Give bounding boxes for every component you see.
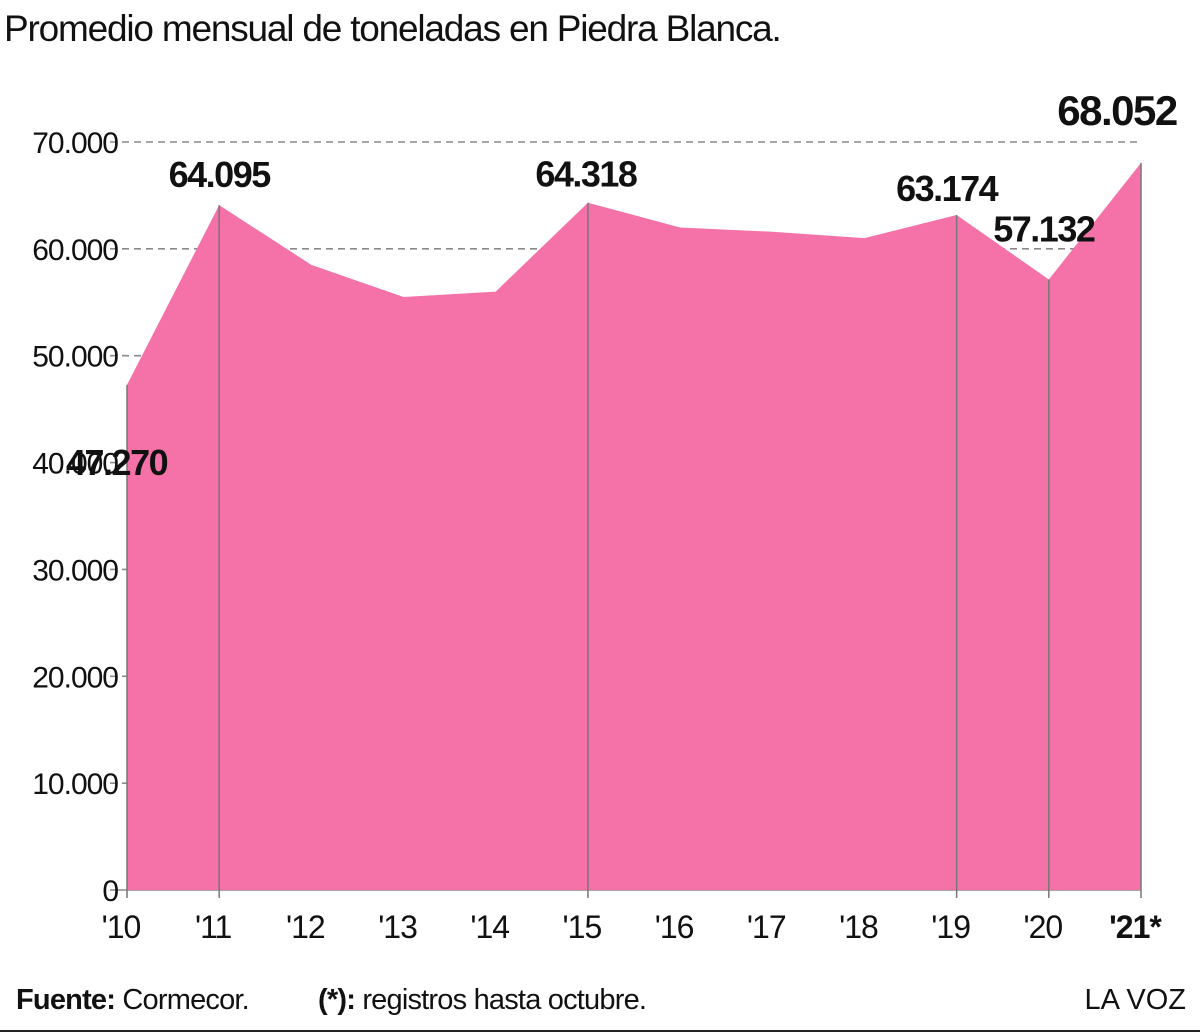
source-credit: Fuente: Cormecor. xyxy=(16,984,250,1017)
y-tick-label: 50.000 xyxy=(32,341,118,374)
area-chart: 0 10.000 20.000 30.000 40.000 50.000 60.000 70.… xyxy=(32,87,1178,945)
x-tick-label: '18 xyxy=(839,909,878,945)
x-axis-ticks: '10 '11 '12 '13 '14 '15 '16 '17 '18 '19 '20 '21* xyxy=(102,909,1164,945)
data-label: 57.132 xyxy=(993,209,1095,250)
data-label: 64.095 xyxy=(169,154,272,195)
x-tick-label: '19 xyxy=(931,909,970,945)
note-label: (*): xyxy=(318,984,356,1016)
x-tick-label: '14 xyxy=(470,909,509,945)
x-tick-label: '13 xyxy=(378,909,417,945)
data-label: 64.318 xyxy=(535,154,637,195)
annotation-lines xyxy=(126,162,1142,898)
y-tick-label: 30.000 xyxy=(32,554,118,587)
data-label: 63.174 xyxy=(896,168,999,209)
y-tick-label: 10.000 xyxy=(32,768,118,801)
x-tick-label: '17 xyxy=(747,909,786,945)
footer-divider xyxy=(0,1030,1200,1032)
y-tick-label: 60.000 xyxy=(32,234,118,267)
y-tick-label: 0 xyxy=(102,875,118,908)
y-tick-label: 70.000 xyxy=(32,127,118,160)
y-tick-label: 20.000 xyxy=(32,661,118,694)
x-tick-label: '11 xyxy=(195,909,232,945)
x-tick-label: '15 xyxy=(563,909,602,945)
x-tick-label: '10 xyxy=(102,909,141,945)
source-value: Cormecor. xyxy=(115,984,249,1016)
area-series xyxy=(127,162,1141,890)
data-label: 68.052 xyxy=(1057,87,1177,134)
y-axis-ticks: 0 10.000 20.000 30.000 40.000 50.000 60.000 70.… xyxy=(32,127,119,908)
note-value: registros hasta octubre. xyxy=(355,984,647,1016)
x-tick-label: '16 xyxy=(655,909,694,945)
footnote: (*): registros hasta octubre. xyxy=(318,984,647,1017)
data-label: 47.270 xyxy=(66,442,168,483)
source-label: Fuente: xyxy=(16,984,116,1016)
x-tick-label: '12 xyxy=(286,909,325,945)
chart-title: Promedio mensual de toneladas en Piedra … xyxy=(4,8,782,49)
brand-name: LA VOZ xyxy=(1084,984,1186,1016)
x-tick-label: '21* xyxy=(1109,909,1162,945)
x-tick-label: '20 xyxy=(1023,909,1062,945)
footer: Fuente: Cormecor. (*): registros hasta o… xyxy=(0,978,1200,1026)
y-tick-label: 40.000 xyxy=(32,448,118,481)
